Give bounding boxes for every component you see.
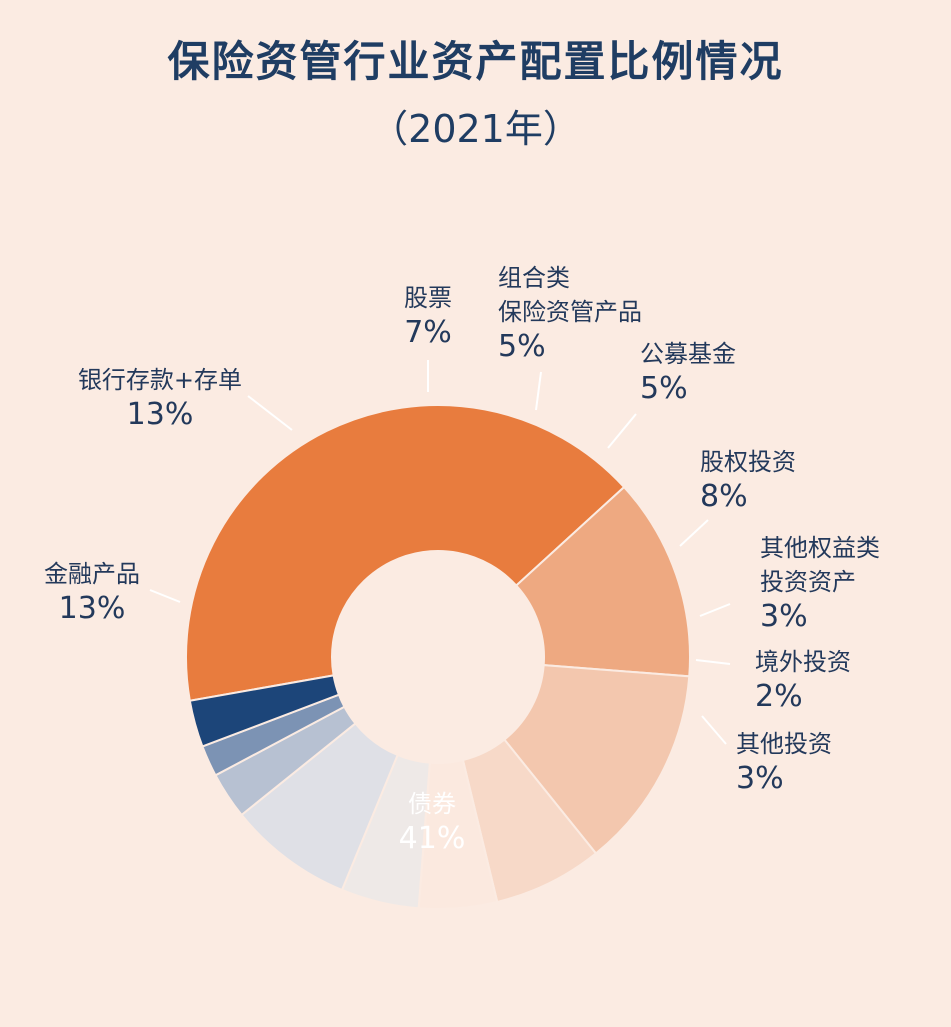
slice-value-9: 2% xyxy=(755,679,803,714)
leader-line-2 xyxy=(149,589,181,603)
donut-slice-10 xyxy=(188,674,341,748)
slice-label-10: 其他投资 xyxy=(736,730,832,758)
slice-label-3: 银行存款+存单 xyxy=(78,366,242,394)
slice-value-1: 41% xyxy=(399,821,466,856)
slice-label-5-line-1: 组合类 xyxy=(498,264,570,292)
slice-label-2: 金融产品 xyxy=(44,560,140,588)
leader-line-8 xyxy=(699,603,731,617)
leader-line-7 xyxy=(679,519,709,547)
leader-line-5 xyxy=(535,371,542,411)
donut-slice-1 xyxy=(185,404,626,702)
slice-value-7: 8% xyxy=(700,479,748,514)
slice-label-5-line-2: 保险资管产品 xyxy=(498,298,642,326)
chart-title: 保险资管行业资产配置比例情况 xyxy=(167,37,784,86)
leader-line-10 xyxy=(701,715,727,745)
slice-label-1: 债券 xyxy=(408,790,456,818)
slice-label-8-line-1: 其他权益类 xyxy=(760,534,880,562)
slice-value-3: 13% xyxy=(127,397,194,432)
slice-value-5: 5% xyxy=(498,329,546,364)
donut-slice-2 xyxy=(514,485,691,678)
slice-value-10: 3% xyxy=(736,761,784,796)
leader-line-9 xyxy=(695,659,731,665)
slice-label-7: 股权投资 xyxy=(700,448,796,476)
slice-label-6: 公募基金 xyxy=(640,340,736,368)
chart-subtitle: （2021年） xyxy=(370,107,581,151)
donut-slice-3 xyxy=(503,664,691,855)
slice-value-2: 13% xyxy=(59,591,126,626)
slice-label-9: 境外投资 xyxy=(755,648,851,676)
slice-value-4: 7% xyxy=(404,315,452,350)
slice-label-8-line-2: 投资资产 xyxy=(760,568,856,596)
slice-label-4: 股票 xyxy=(404,284,452,312)
slice-value-6: 5% xyxy=(640,371,688,406)
slice-value-8: 3% xyxy=(760,599,808,634)
leader-line-6 xyxy=(607,413,637,449)
leader-line-3 xyxy=(247,395,293,431)
